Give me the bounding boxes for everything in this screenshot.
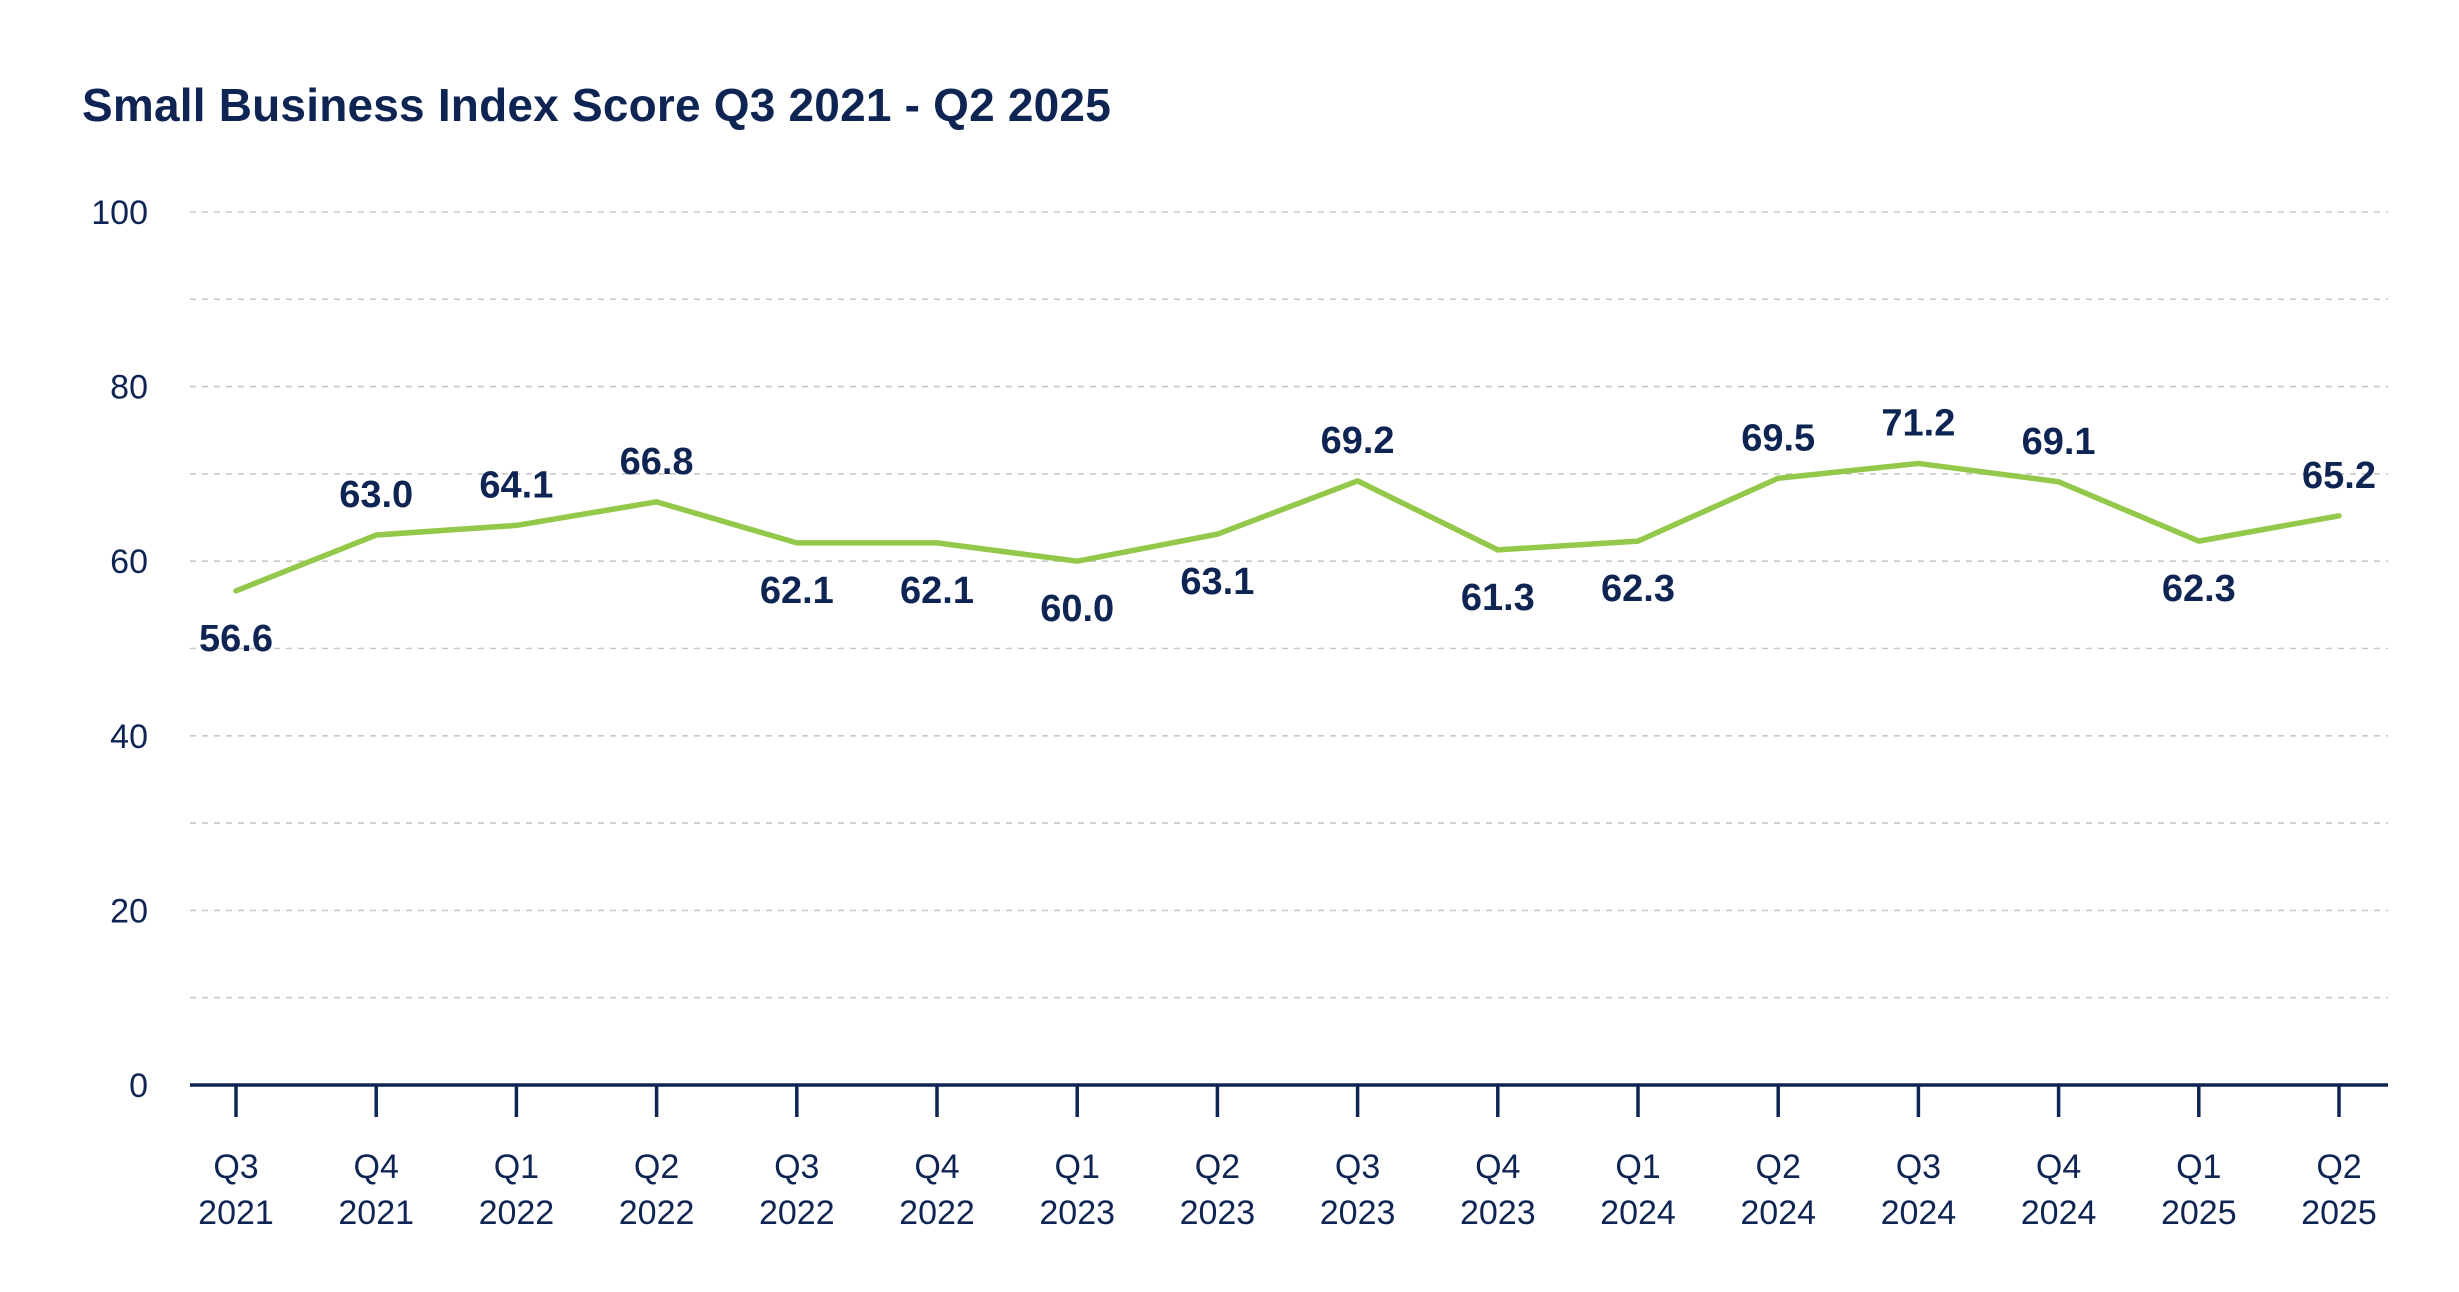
x-tick-label: Q1 2023	[1039, 1148, 1115, 1232]
data-label: 64.1	[479, 464, 553, 506]
data-labels: 56.6 63.0 64.1 66.8 62.1 62.1 60.0 63.1 69.2 61.3…	[199, 402, 2376, 659]
y-tick-label: 100	[91, 194, 148, 232]
x-tick-label: Q3 2022	[759, 1148, 835, 1232]
series-line	[233, 460, 2342, 594]
data-label: 63.0	[339, 474, 413, 516]
series-line	[233, 460, 2342, 594]
data-label: 69.1	[2022, 421, 2096, 463]
data-label: 60.0	[1040, 588, 1114, 630]
data-label: 69.5	[1741, 417, 1815, 459]
y-tick-label: 60	[110, 543, 148, 581]
data-label: 62.1	[760, 570, 834, 612]
x-tick-label: Q3 2021	[198, 1148, 274, 1232]
x-tick-label: Q2 2025	[2301, 1148, 2377, 1232]
x-tick-label: Q1 2024	[1600, 1148, 1676, 1232]
x-tick-label: Q1 2025	[2161, 1148, 2237, 1232]
data-label: 62.3	[2162, 568, 2236, 610]
data-label: 62.1	[900, 570, 974, 612]
chart-title: Small Business Index Score Q3 2021 - Q2 …	[82, 79, 1111, 131]
x-tick-label: Q4 2021	[338, 1148, 414, 1232]
data-label: 56.6	[199, 618, 273, 660]
gridlines	[190, 211, 2388, 999]
y-tick-label: 40	[110, 718, 148, 756]
x-tick-label: Q2 2022	[619, 1148, 695, 1232]
x-tick-label: Q2 2024	[1740, 1148, 1816, 1232]
x-tick-label: Q4 2024	[2021, 1148, 2097, 1232]
x-tick-label: Q3 2023	[1320, 1148, 1396, 1232]
y-tick-label: 80	[110, 369, 148, 407]
data-label: 63.1	[1180, 561, 1254, 603]
x-axis: Q3 2021 Q4 2021 Q1 2022 Q2 2022 Q3 2022 Q4 2022 Q1 20…	[190, 1083, 2388, 1232]
data-label: 61.3	[1461, 577, 1535, 619]
y-axis-ticks: 0 20 40 60 80 100	[91, 194, 148, 1105]
data-label: 62.3	[1601, 568, 1675, 610]
data-label: 69.2	[1321, 420, 1395, 462]
data-label: 65.2	[2302, 455, 2376, 497]
x-tick-label: Q4 2023	[1460, 1148, 1536, 1232]
x-tick-label: Q3 2024	[1881, 1148, 1957, 1232]
data-label: 71.2	[1881, 402, 1955, 444]
data-label: 66.8	[620, 441, 694, 483]
y-tick-label: 0	[129, 1067, 148, 1105]
x-tick-label: Q1 2022	[479, 1148, 555, 1232]
x-tick-label: Q2 2023	[1180, 1148, 1256, 1232]
y-tick-label: 20	[110, 892, 148, 930]
x-tick-label: Q4 2022	[899, 1148, 975, 1232]
